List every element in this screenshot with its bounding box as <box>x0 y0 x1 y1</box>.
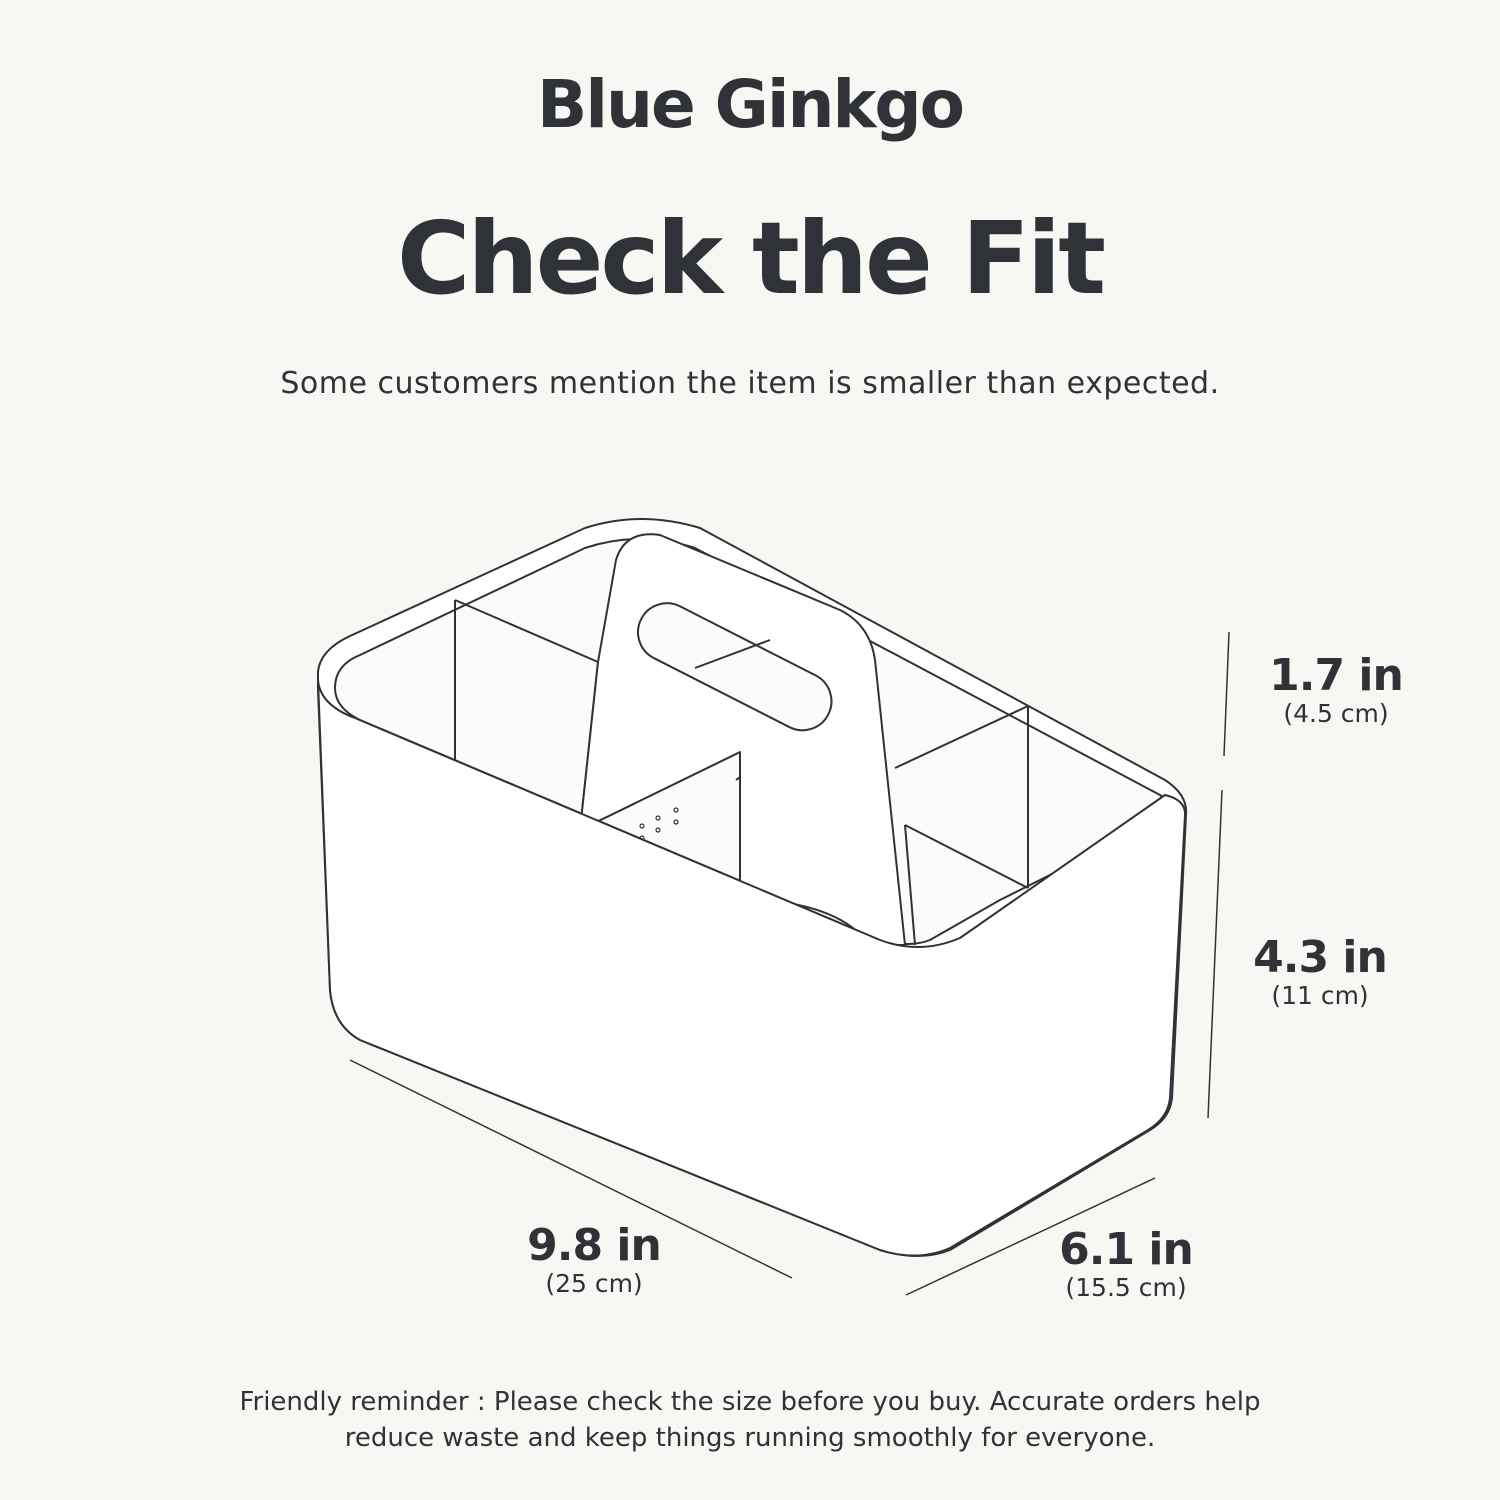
length-metric: (25 cm) <box>545 1269 643 1298</box>
handle-height-line <box>1223 631 1230 757</box>
reminder-line-1: Friendly reminder : Please check the siz… <box>239 1387 1261 1417</box>
reminder-line-2: reduce waste and keep things running smo… <box>344 1423 1156 1453</box>
dimension-lines <box>349 631 1230 1296</box>
subtitle: Some customers mention the item is small… <box>280 366 1220 401</box>
body-height-label: 4.3 in (11 cm) <box>1200 934 1440 1010</box>
width-imperial: 6.1 in <box>1059 1224 1194 1275</box>
brand-logo: Blue Ginkgo <box>537 66 965 143</box>
divider-right <box>894 705 1029 889</box>
width-line <box>905 1177 1156 1296</box>
friendly-reminder: Friendly reminder : Please check the siz… <box>0 1384 1500 1456</box>
length-label: 9.8 in (25 cm) <box>474 1222 714 1298</box>
handle-height-metric: (4.5 cm) <box>1283 699 1389 728</box>
caddy-front-wall <box>317 679 1187 1257</box>
page-title: Check the Fit <box>396 200 1106 317</box>
body-height-metric: (11 cm) <box>1271 981 1369 1010</box>
body-height-imperial: 4.3 in <box>1253 932 1388 983</box>
handle-height-label: 1.7 in (4.5 cm) <box>1216 652 1456 728</box>
handle-height-imperial: 1.7 in <box>1269 650 1404 701</box>
width-metric: (15.5 cm) <box>1065 1273 1187 1302</box>
body-height-line <box>1207 789 1223 1119</box>
length-imperial: 9.8 in <box>527 1220 662 1271</box>
length-line <box>349 1059 793 1279</box>
handle-hole <box>637 602 833 732</box>
divider-hole-line <box>694 639 771 669</box>
width-label: 6.1 in (15.5 cm) <box>1006 1226 1246 1302</box>
